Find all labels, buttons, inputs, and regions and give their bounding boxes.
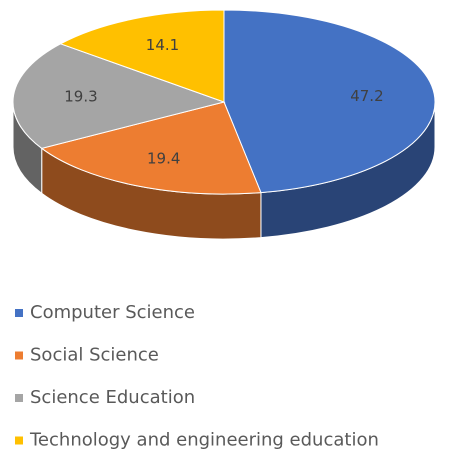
data-label: 14.1 xyxy=(146,36,179,54)
pie-slice xyxy=(40,101,262,195)
legend-swatch xyxy=(15,351,23,360)
data-label: 19.4 xyxy=(147,149,180,167)
legend-label: Science Education xyxy=(30,387,195,408)
data-label: 19.3 xyxy=(64,88,97,106)
legend-label: Computer Science xyxy=(30,302,195,323)
data-label: 47.2 xyxy=(350,87,383,105)
pie-slice xyxy=(223,9,436,194)
pie-slice xyxy=(59,9,225,103)
legend-label: Technology and engineering education xyxy=(29,430,379,451)
legend-label: Social Science xyxy=(30,345,159,366)
legend-swatch xyxy=(15,394,23,402)
legend-swatch xyxy=(15,309,23,317)
pie-slice xyxy=(12,43,226,149)
legend-swatch xyxy=(15,436,23,445)
